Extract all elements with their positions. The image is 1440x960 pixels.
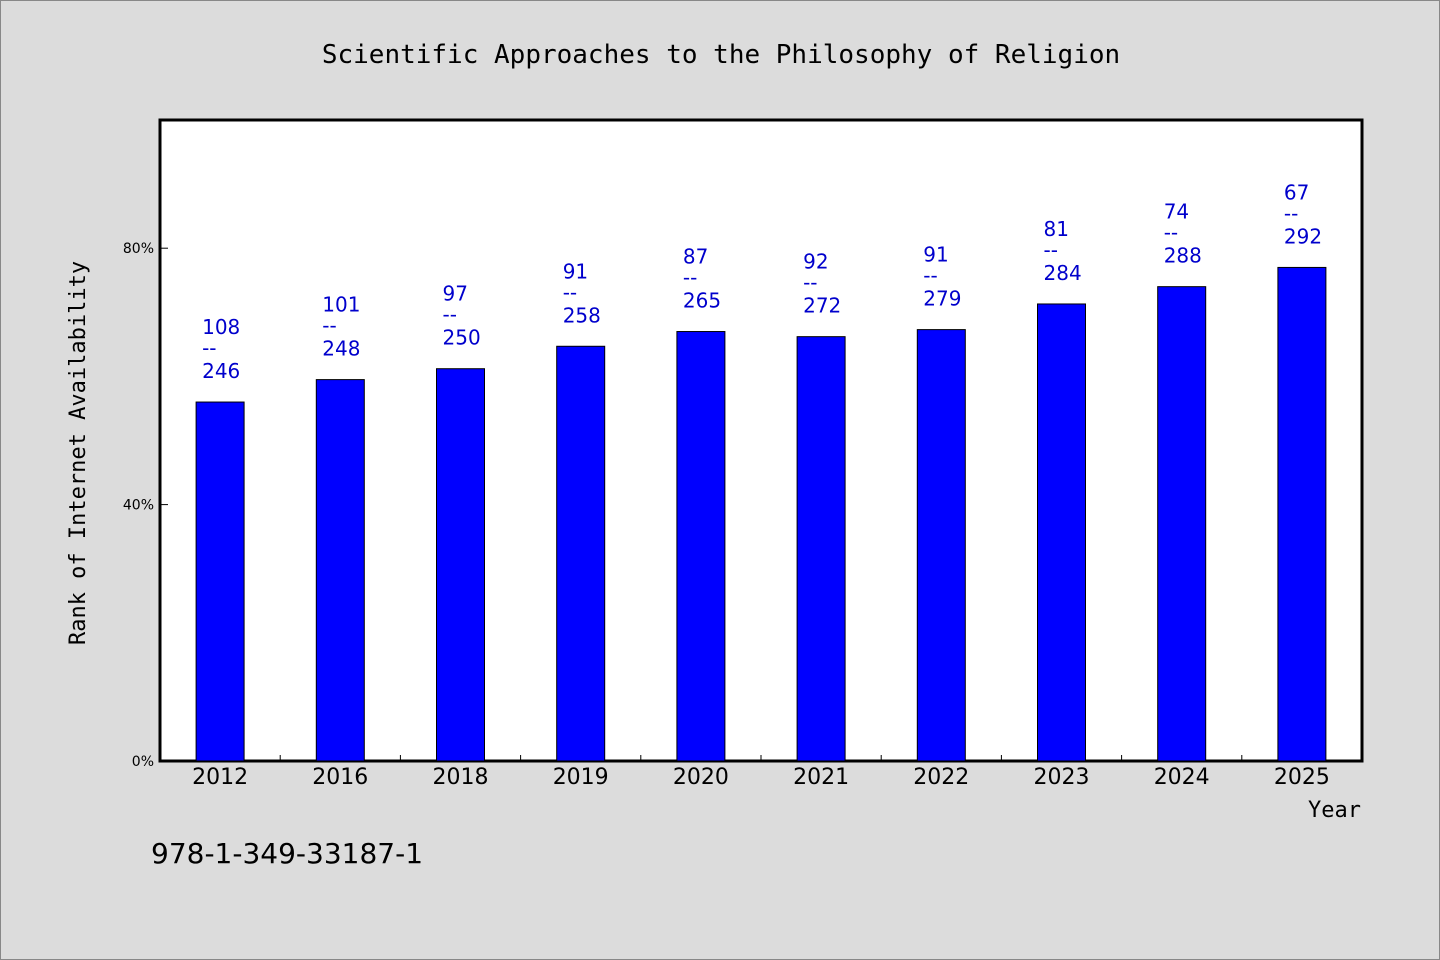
data-label-bottom-2022: 279 bbox=[923, 287, 961, 311]
data-labels-group: 108--246101--24897--25091--25887--26592-… bbox=[202, 180, 1322, 383]
data-label-bottom-2023: 284 bbox=[1044, 261, 1082, 285]
data-label-top-2020: 87 bbox=[683, 245, 708, 269]
data-label-top-2024: 74 bbox=[1164, 200, 1189, 224]
chart-title: Scientific Approaches to the Philosophy … bbox=[322, 40, 1120, 70]
x-tick-label-2025: 2025 bbox=[1274, 765, 1330, 790]
bar-2023 bbox=[1037, 303, 1086, 762]
bar-2019 bbox=[556, 345, 606, 762]
data-label-top-2019: 91 bbox=[563, 259, 588, 283]
data-label-sep-2021: -- bbox=[803, 271, 817, 295]
x-tick-label-2024: 2024 bbox=[1154, 765, 1210, 790]
x-tick-label-2021: 2021 bbox=[793, 765, 849, 790]
data-label-bottom-2018: 250 bbox=[443, 326, 481, 350]
data-label-top-2023: 81 bbox=[1044, 217, 1069, 241]
x-tick-label-2016: 2016 bbox=[312, 765, 368, 790]
y-axis-label: Rank of Internet Availability bbox=[66, 261, 91, 645]
x-tick-label-2018: 2018 bbox=[433, 765, 489, 790]
data-label-sep-2023: -- bbox=[1044, 238, 1058, 262]
x-tick-label-2020: 2020 bbox=[673, 765, 729, 790]
x-axis-ticks: 2012 2016 2018 2019 2020 2021 2022 2023 2024 2025 bbox=[192, 755, 1330, 790]
bar-2022 bbox=[916, 329, 966, 762]
data-label-sep-2024: -- bbox=[1164, 221, 1178, 245]
bar-2020 bbox=[676, 331, 726, 762]
x-axis-label: Year bbox=[1308, 798, 1361, 823]
bar-2018 bbox=[436, 368, 485, 762]
data-label-top-2016: 101 bbox=[322, 293, 360, 317]
y-tick-label-40: 40% bbox=[123, 498, 154, 514]
bar-2025 bbox=[1277, 266, 1327, 762]
data-label-bottom-2012: 246 bbox=[202, 359, 240, 383]
bar-2012 bbox=[195, 401, 245, 762]
data-label-top-2022: 91 bbox=[923, 243, 948, 267]
data-label-top-2025: 67 bbox=[1284, 180, 1309, 204]
data-label-sep-2012: -- bbox=[202, 336, 216, 360]
data-label-sep-2020: -- bbox=[683, 266, 697, 290]
x-tick-label-2022: 2022 bbox=[913, 765, 969, 790]
bars-group bbox=[195, 266, 1327, 762]
data-label-sep-2025: -- bbox=[1284, 201, 1298, 225]
bar-2016 bbox=[315, 379, 365, 762]
data-label-sep-2022: -- bbox=[923, 264, 937, 288]
y-tick-label-80: 80% bbox=[123, 241, 154, 257]
data-label-bottom-2024: 288 bbox=[1164, 244, 1202, 268]
y-axis-ticks: 0% 40% 80% bbox=[123, 241, 168, 770]
data-label-bottom-2020: 265 bbox=[683, 289, 721, 313]
x-tick-label-2023: 2023 bbox=[1034, 765, 1090, 790]
bar-2024 bbox=[1157, 286, 1207, 762]
y-tick-label-0: 0% bbox=[132, 754, 154, 770]
data-label-top-2018: 97 bbox=[443, 282, 468, 306]
data-label-bottom-2019: 258 bbox=[563, 303, 601, 327]
data-label-bottom-2025: 292 bbox=[1284, 224, 1322, 248]
isbn-text: 978-1-349-33187-1 bbox=[151, 837, 423, 870]
x-tick-label-2012: 2012 bbox=[192, 765, 248, 790]
data-label-sep-2018: -- bbox=[443, 303, 457, 327]
data-label-top-2021: 92 bbox=[803, 250, 828, 274]
data-label-sep-2016: -- bbox=[322, 314, 336, 338]
data-label-top-2012: 108 bbox=[202, 315, 240, 339]
data-label-sep-2019: -- bbox=[563, 280, 577, 304]
x-tick-label-2019: 2019 bbox=[553, 765, 609, 790]
data-label-bottom-2016: 248 bbox=[322, 337, 360, 361]
bar-2021 bbox=[796, 336, 846, 762]
data-label-bottom-2021: 272 bbox=[803, 294, 841, 318]
